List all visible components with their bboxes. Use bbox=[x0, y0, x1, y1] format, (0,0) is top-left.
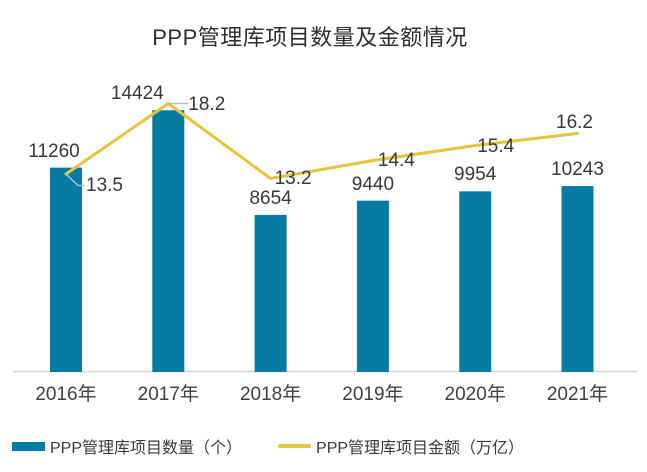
x-axis-label-2021年: 2021年 bbox=[546, 384, 609, 405]
line-value-label: 13.2 bbox=[274, 167, 312, 189]
bar-2016年 bbox=[50, 167, 82, 372]
line-value-label: 14.4 bbox=[377, 149, 415, 171]
bar-2018年 bbox=[254, 214, 287, 372]
x-axis-label-2016年: 2016年 bbox=[35, 384, 97, 405]
amount-line-series bbox=[64, 102, 579, 180]
line-value-label: 18.2 bbox=[188, 93, 226, 115]
label-leader-line bbox=[65, 173, 85, 187]
line-value-label: 13.5 bbox=[86, 175, 123, 196]
x-axis-label-2019年: 2019年 bbox=[342, 384, 404, 405]
line-series-legend-label: PPP管理库项目金额（万亿） bbox=[316, 440, 525, 457]
bar-series-legend-label: PPP管理库项目数量（个） bbox=[50, 440, 243, 457]
line-value-label: 15.4 bbox=[477, 135, 515, 157]
chart-title: PPP管理库项目数量及金额情况 bbox=[152, 25, 468, 50]
bar-2021年 bbox=[561, 186, 594, 372]
bar-value-label: 9954 bbox=[454, 164, 497, 186]
bar-series-swatch bbox=[12, 441, 45, 451]
line-value-label: 16.2 bbox=[556, 111, 593, 133]
line-series-swatch bbox=[278, 444, 312, 448]
x-axis-label-2020年: 2020年 bbox=[444, 384, 506, 405]
bar-2020年 bbox=[459, 191, 492, 372]
legend-item-line-series: PPP管理库项目金额（万亿） bbox=[278, 434, 524, 458]
bar-value-label: 9440 bbox=[351, 173, 395, 195]
x-axis-label-2018年: 2018年 bbox=[239, 384, 302, 405]
bar-2019年 bbox=[356, 200, 389, 372]
bar-value-label: 8654 bbox=[249, 187, 292, 209]
bar-value-label: 11260 bbox=[28, 140, 80, 162]
bar-value-label: 14424 bbox=[110, 83, 164, 105]
x-axis-label-2017年: 2017年 bbox=[137, 384, 199, 405]
bar-value-label: 10243 bbox=[551, 159, 604, 181]
bar-2017年 bbox=[152, 110, 185, 372]
legend-item-bar-series: PPP管理库项目数量（个） bbox=[12, 434, 242, 458]
legend: PPP管理库项目数量（个） PPP管理库项目金额（万亿） bbox=[12, 434, 524, 458]
